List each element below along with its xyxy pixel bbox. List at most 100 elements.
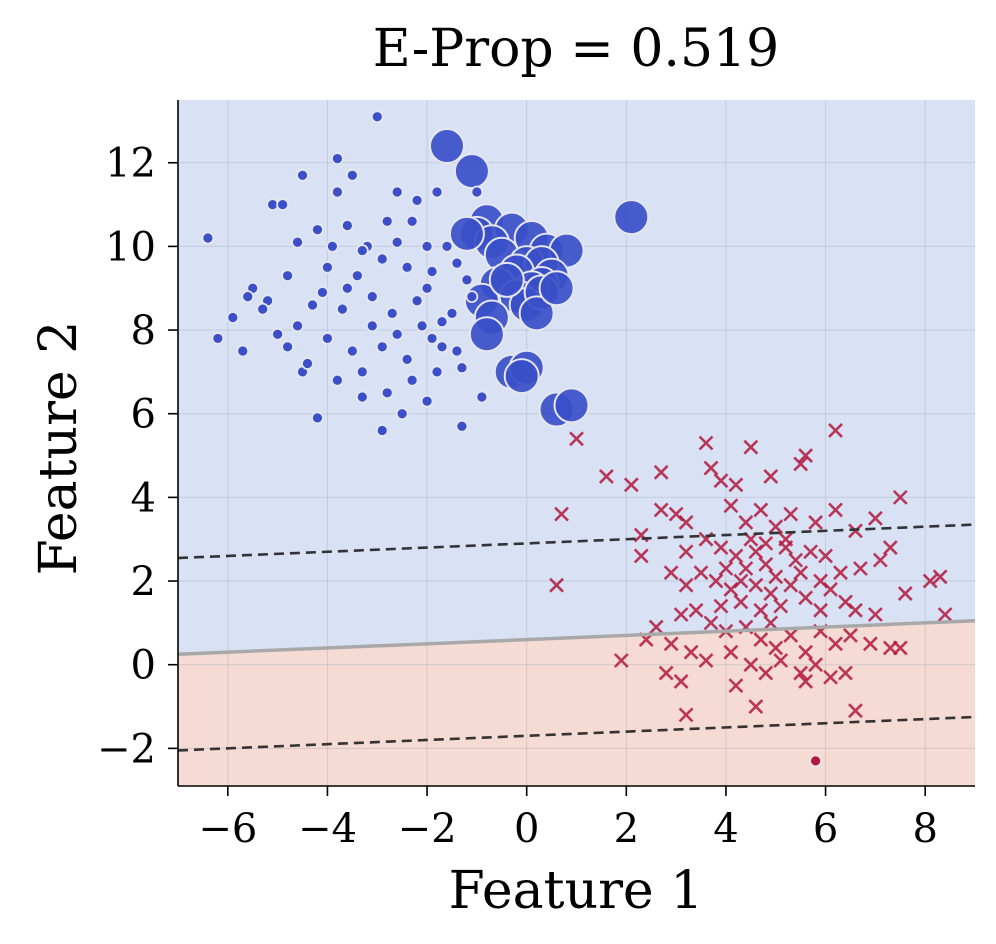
data-point-x [693, 565, 709, 581]
data-point-x [713, 473, 729, 489]
data-point-small [335, 302, 349, 316]
data-point-small [425, 265, 439, 278]
data-point-x [937, 607, 953, 622]
data-point-small [276, 198, 290, 211]
data-point-small [340, 219, 354, 232]
data-point-x [793, 565, 809, 581]
data-point-small [380, 386, 394, 400]
data-point-small [385, 306, 399, 320]
margin-line-upper [178, 523, 975, 560]
data-point-x [813, 573, 829, 589]
data-point-small [345, 344, 359, 358]
data-point-x [713, 598, 729, 614]
data-point-x [758, 556, 774, 572]
data-point-x [569, 431, 584, 447]
data-point-x [723, 644, 739, 660]
x-tick-label: 6 [813, 806, 838, 852]
data-point-small [430, 185, 444, 199]
x-ticks: −6 −4 −2 0 2 4 6 8 [198, 786, 938, 852]
data-point-x [788, 552, 804, 568]
data-point-x [783, 506, 799, 522]
data-point-x [882, 540, 898, 555]
data-point-x [663, 636, 679, 652]
data-point-x [892, 640, 908, 656]
data-point-small [241, 290, 255, 303]
data-point-x [718, 561, 734, 576]
data-point-x [793, 456, 809, 472]
data-point-x [808, 515, 824, 530]
data-point-large [468, 316, 505, 353]
data-point-large [503, 358, 540, 395]
data-point-small [330, 152, 344, 165]
x-tick-label: −6 [198, 806, 257, 852]
data-point-x [798, 590, 814, 606]
data-point-small [390, 185, 404, 199]
data-point-x [683, 644, 699, 660]
data-point-small [301, 357, 314, 370]
data-point-x [554, 506, 569, 522]
data-point-small [375, 252, 389, 266]
x-tick-label: −2 [398, 806, 457, 852]
data-point-large [613, 199, 650, 236]
data-point-x [768, 569, 784, 585]
data-point-small [375, 340, 389, 354]
data-point-x [748, 577, 764, 593]
data-point-x [872, 552, 888, 568]
decision-boundary-line [178, 619, 975, 656]
data-point-small [330, 185, 344, 199]
data-point-large [518, 295, 555, 332]
x-tick-label: 8 [912, 806, 937, 852]
data-point-small [450, 344, 464, 358]
data-point-outlier [809, 754, 822, 768]
data-point-x [932, 569, 948, 585]
data-point-small [291, 235, 304, 249]
data-point-large [428, 128, 465, 165]
data-point-x [753, 602, 769, 618]
data-point-x [658, 665, 674, 681]
data-point-small [420, 281, 434, 295]
data-point-x [598, 469, 614, 484]
data-point-x [728, 678, 744, 694]
data-point-small [370, 110, 384, 124]
data-point-x [768, 519, 784, 535]
data-point-small [296, 168, 309, 182]
data-point-small [365, 290, 379, 303]
data-point-small [410, 294, 424, 308]
data-point-large [448, 215, 485, 252]
data-point-x [678, 544, 694, 560]
x-tick-label: 0 [514, 806, 539, 852]
data-point-x [828, 423, 843, 438]
data-point-small [470, 185, 484, 199]
x-tick-label: 4 [713, 806, 738, 852]
data-point-small [365, 319, 379, 333]
data-point-small [400, 260, 414, 274]
y-tick-label: 6 [131, 392, 156, 438]
data-point-small [425, 332, 439, 345]
data-point-x [793, 665, 809, 681]
data-point-x [703, 615, 719, 631]
data-point-small [201, 231, 215, 245]
data-point-small [375, 424, 389, 437]
data-point-x [773, 653, 789, 668]
data-point-small [330, 373, 344, 387]
data-point-x [678, 707, 694, 723]
data-point-x [808, 657, 824, 673]
data-point-x [922, 573, 938, 589]
data-point-small [211, 332, 225, 345]
data-point-large [488, 261, 525, 298]
data-point-x [867, 510, 883, 526]
data-point-small [435, 315, 449, 329]
data-point-x [823, 669, 838, 685]
data-point-small [415, 319, 429, 333]
y-tick-label: 10 [105, 224, 156, 270]
data-point-large [453, 153, 490, 190]
data-point-small [316, 286, 329, 299]
y-tick-label: 12 [105, 141, 156, 187]
y-tick-label: 2 [131, 559, 156, 605]
data-point-x [688, 602, 704, 618]
data-point-small [321, 332, 334, 345]
region-lower [178, 620, 975, 786]
x-tick-label: 2 [614, 806, 639, 852]
data-point-x [703, 460, 719, 476]
